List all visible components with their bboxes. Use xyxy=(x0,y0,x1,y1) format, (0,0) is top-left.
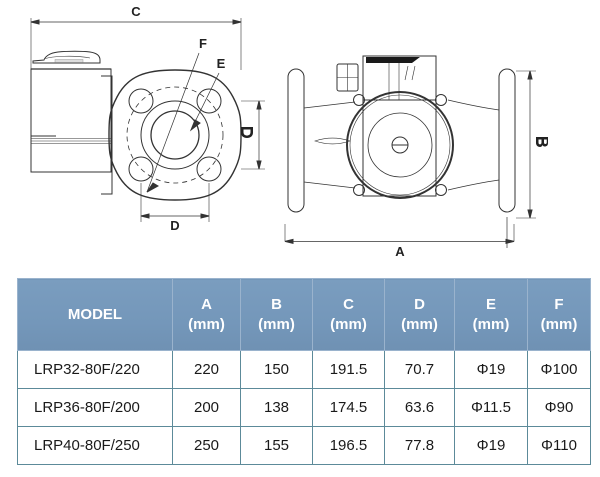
svg-text:A: A xyxy=(395,244,405,259)
svg-text:D: D xyxy=(170,218,179,233)
svg-text:F: F xyxy=(199,36,207,51)
svg-text:C: C xyxy=(131,4,141,19)
svg-text:E: E xyxy=(217,56,226,71)
